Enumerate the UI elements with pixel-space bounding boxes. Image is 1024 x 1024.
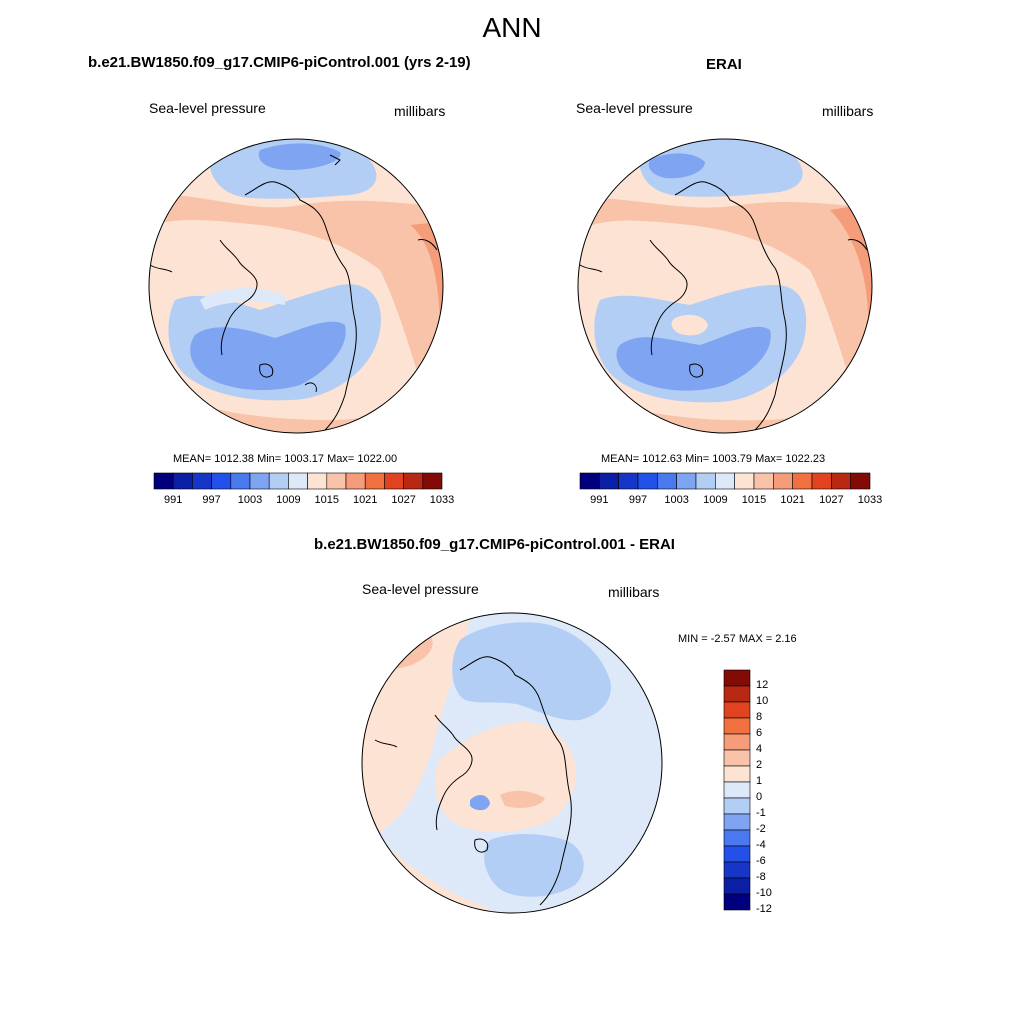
- panel3-colorbar-box: [723, 717, 751, 735]
- panel2-colorbar-ticks: 991 997 1003 1009 1015 1021 1027 1033: [580, 494, 882, 508]
- panel3-colorbar-box: [723, 701, 751, 719]
- panel2-field-blue-south-mid: [616, 326, 771, 391]
- panel2-colorbar-tick-label: 1015: [741, 494, 767, 506]
- panel2-field-blue-north-core: [648, 153, 705, 179]
- panel3-colorbar-tick-label: 1: [756, 775, 763, 787]
- panel3-colorbar-tick-label: 4: [756, 743, 763, 755]
- panel3-variable-label: Sea-level pressure: [362, 581, 479, 597]
- panel3-colorbar-box: [723, 765, 751, 783]
- panel1-map-border: [148, 138, 444, 434]
- panel2-stats: MEAN= 1012.63 Min= 1003.79 Max= 1022.23: [601, 453, 826, 465]
- panel3-colorbar-box: [723, 861, 751, 879]
- panel3-colorbar-box: [723, 877, 751, 895]
- panel2-colorbar-box: [850, 472, 871, 490]
- panel1-field-pale-ring: [200, 288, 285, 310]
- panel1-colorbar-tick-label: 997: [202, 494, 221, 506]
- panel3-colorbar-tick-label: 6: [756, 727, 763, 739]
- panel1-stats: MEAN= 1012.38 Min= 1003.17 Max= 1022.00: [173, 453, 398, 465]
- panel1-title: b.e21.BW1850.f09_g17.CMIP6-piControl.001…: [88, 54, 471, 71]
- panel1-coastlines: [149, 154, 438, 431]
- panel3-colorbar-box: [723, 845, 751, 863]
- panel2-colorbar-tick-label: 1003: [664, 494, 689, 506]
- panel3-colorbar-tick-label: -6: [756, 855, 766, 867]
- panel3-colorbar-tick-label: 10: [756, 695, 769, 707]
- panel3-colorbar-tick-label: -2: [756, 823, 766, 835]
- panel2-variable-label: Sea-level pressure: [576, 100, 693, 116]
- panel2-units-label: millibars: [822, 103, 874, 119]
- panel1-colorbar-tick-label: 1015: [314, 494, 340, 506]
- panel3-field-blue-core: [470, 794, 490, 811]
- panel2-colorbar-tick-label: 1021: [780, 494, 805, 506]
- panel3-colorbar-ticks: 12 10 8 6 4 2 1 0 -1 -2 -4 -6 -8 -10 -12: [756, 670, 796, 915]
- panel2-field-peach-core: [671, 314, 708, 336]
- panel3-colorbar-tick-label: -8: [756, 871, 766, 883]
- panel3-colorbar-tick-label: -10: [756, 887, 772, 899]
- panel2-colorbar: [579, 472, 871, 490]
- panel1-field-blue-south-mid: [190, 321, 346, 391]
- panel3-colorbar: [723, 669, 751, 911]
- panel3-colorbar-tick-label: -12: [756, 903, 772, 915]
- panel3-colorbar-tick-label: -1: [756, 807, 766, 819]
- panel3-colorbar-tick-label: 12: [756, 679, 769, 691]
- panel1-colorbar-ticks: 991 997 1003 1009 1015 1021 1027 1033: [154, 494, 454, 508]
- panel1-field-blue-north-core: [258, 143, 341, 170]
- panel1-field-salmon-band: [149, 194, 443, 433]
- panel2-colorbar-tick-label: 997: [628, 494, 648, 506]
- panel3-colorbar-tick-label: 8: [756, 711, 763, 723]
- panel3-colorbar-box: [723, 669, 751, 687]
- panel3-field-blue-north: [452, 622, 611, 721]
- panel2-colorbar-tick-label: 1009: [703, 494, 728, 506]
- panel3-colorbar-box: [723, 733, 751, 751]
- panel2-field-blue-north: [639, 139, 803, 197]
- panel3-colorbar-box: [723, 685, 751, 703]
- panel1-colorbar-tick-label: 991: [164, 494, 183, 506]
- panel1-colorbar-tick-label: 1009: [276, 494, 301, 506]
- panel2-colorbar-tick-label: 1027: [819, 494, 844, 506]
- panel3-colorbar-box: [723, 813, 751, 831]
- panel3-title: b.e21.BW1850.f09_g17.CMIP6-piControl.001…: [314, 536, 675, 553]
- panel2-colorbar-tick-label: 991: [590, 494, 609, 506]
- panel1-colorbar: [153, 472, 443, 490]
- figure-title: ANN: [482, 12, 542, 43]
- panel1-colorbar-tick-label: 1033: [429, 494, 455, 506]
- panel2-map-border: [577, 138, 873, 434]
- panel3-colorbar-box: [723, 781, 751, 799]
- panel2-coastlines: [579, 181, 868, 431]
- panel1-units-label: millibars: [394, 103, 446, 119]
- panel3-colorbar-box: [723, 893, 751, 911]
- panel1-colorbar-box: [422, 472, 443, 490]
- panel1-colorbar-tick-label: 1027: [391, 494, 416, 506]
- panel3-colorbar-box: [723, 797, 751, 815]
- panel3-map-border: [361, 612, 663, 914]
- panel3-colorbar-tick-label: -4: [756, 839, 766, 851]
- panel3-colorbar-box: [723, 829, 751, 847]
- panel3-field-salmon-center: [500, 790, 545, 808]
- panel3-colorbar-tick-label: 0: [756, 791, 763, 803]
- panel3-field-blue-south: [484, 834, 584, 897]
- panel3-colorbar-box: [723, 749, 751, 767]
- panel1-colorbar-tick-label: 1003: [237, 494, 263, 506]
- panel3-units-label: millibars: [608, 584, 660, 600]
- panel1-variable-label: Sea-level pressure: [149, 100, 266, 116]
- panel2-title: ERAI: [706, 56, 742, 73]
- panel3-colorbar-tick-label: 2: [756, 759, 763, 771]
- panel3-stats: MIN = -2.57 MAX = 2.16: [678, 633, 797, 645]
- panel1-colorbar-tick-label: 1021: [352, 494, 378, 506]
- panel2-colorbar-tick-label: 1033: [857, 494, 883, 506]
- panel2-field-salmon-band: [578, 198, 872, 433]
